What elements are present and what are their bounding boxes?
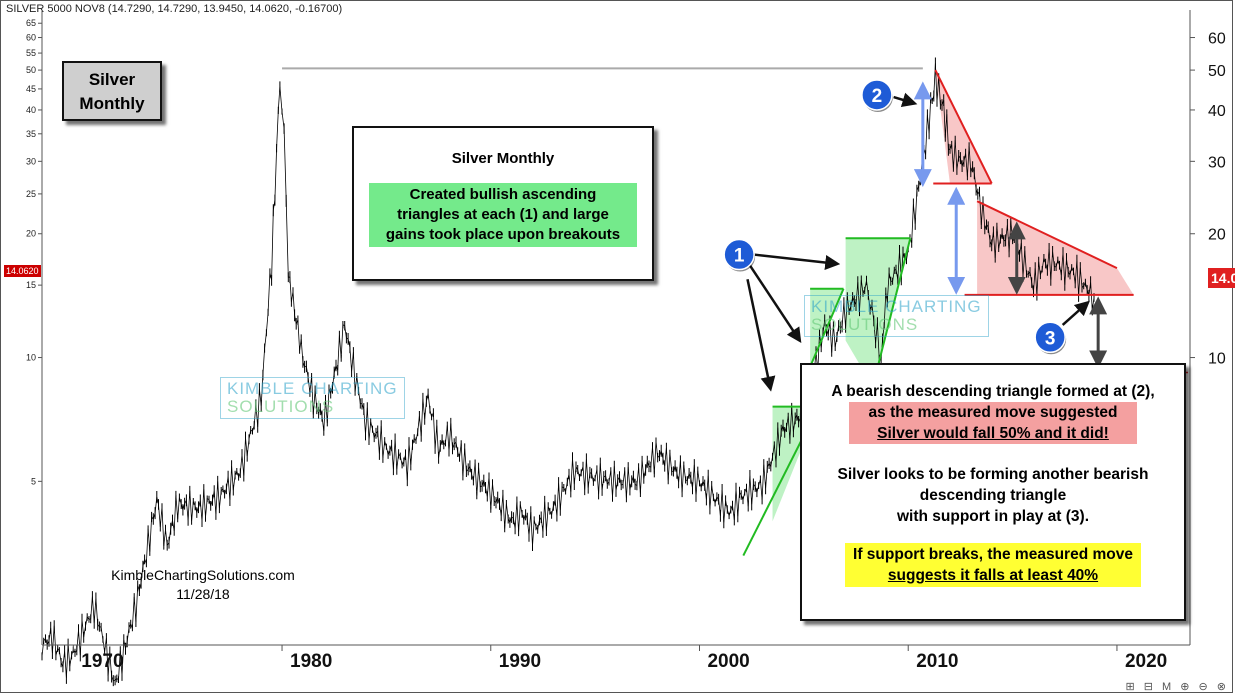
y-tick-label-right: 30 [1208, 154, 1226, 171]
y-tick-label-left: 50 [26, 65, 36, 75]
note-yellow-highlight: If support breaks, the measured move sug… [845, 543, 1141, 587]
marker-3: 3 [1034, 321, 1067, 355]
title-callout: Silver Monthly Created bullish ascending… [352, 126, 654, 281]
pointer-3 [1061, 300, 1090, 326]
analysis-note: A bearish descending triangle formed at … [800, 363, 1186, 621]
note-red-highlight: as the measured move suggested Silver wo… [848, 402, 1138, 444]
descending-resistance-2 [976, 200, 1118, 270]
label-line-2: Monthly [79, 94, 145, 113]
chart-toolbar-icons[interactable]: ⊞ ⊟ M ⊕ ⊖ ⊗ [1125, 681, 1229, 693]
note-line-3: Silver would fall 50% and it did! [877, 425, 1109, 442]
watermark-left: KIMBLE CHARTING SOLUTIONS [220, 377, 405, 419]
credit: KimbleChartingSolutions.com 11/28/18 [88, 566, 318, 604]
credit-site: KimbleChartingSolutions.com [111, 567, 295, 583]
credit-date: 11/28/18 [176, 586, 230, 602]
watermark-line-1: KIMBLE CHARTING [811, 297, 982, 316]
ascending-triangle-fill-1 [772, 406, 819, 522]
label-line-1: Silver [88, 70, 136, 89]
y-tick-label-right: 20 [1208, 227, 1226, 244]
note-line-7: If support breaks, the measured move [853, 546, 1133, 563]
marker-1: 1 [723, 238, 756, 272]
callout-line-2: triangles at each (1) and large [397, 206, 609, 223]
x-tick-label: 2010 [916, 651, 958, 672]
y-tick-label-left: 10 [26, 353, 36, 363]
callout-title: Silver Monthly [451, 150, 555, 167]
marker-2-circle [861, 79, 893, 111]
callout-highlight: Created bullish ascending triangles at e… [369, 183, 637, 247]
last-price-left-tag: 14.0620 [4, 265, 41, 277]
y-tick-label-left: 40 [26, 105, 36, 115]
watermark-line-2: SOLUTIONS [227, 397, 335, 416]
y-tick-label-left: 60 [26, 33, 36, 43]
y-tick-label-right: 50 [1208, 63, 1226, 80]
note-line-2: as the measured move suggested [868, 404, 1118, 421]
y-tick-label-right: 60 [1208, 31, 1226, 48]
y-tick-label-left: 15 [26, 280, 36, 290]
x-tick-label: 2000 [707, 651, 749, 672]
y-tick-label-right: 40 [1208, 103, 1226, 120]
note-line-6: with support in play at (3). [896, 508, 1090, 525]
note-line-8: suggests it falls at least 40% [887, 567, 1099, 584]
ascending-triangle-fill-3 [845, 238, 911, 387]
last-price-right-tag: 14.06 [1208, 268, 1235, 288]
pointer-1c [753, 253, 841, 270]
y-tick-label-left: 30 [26, 156, 36, 166]
watermark-line-2: SOLUTIONS [811, 315, 919, 334]
y-tick-label-left: 20 [26, 229, 36, 239]
y-tick-label-left: 65 [26, 18, 36, 28]
note-line-5: descending triangle [919, 487, 1067, 504]
x-tick-label: 1970 [81, 651, 123, 672]
x-tick-label: 1980 [290, 651, 332, 672]
x-tick-label: 2020 [1125, 651, 1167, 672]
descending-resistance-1 [934, 69, 993, 184]
watermark-right: KIMBLE CHARTING SOLUTIONS [804, 295, 989, 337]
silver-monthly-label: Silver Monthly [62, 61, 162, 121]
y-tick-label-right: 10 [1208, 351, 1226, 368]
y-tick-label-left: 5 [31, 476, 36, 486]
note-line-4: Silver looks to be forming another beari… [837, 466, 1149, 483]
y-tick-label-left: 55 [26, 48, 36, 58]
chart-header: SILVER 5000 NOV8 (14.7290, 14.7290, 13.9… [6, 3, 343, 15]
y-tick-label-left: 35 [26, 129, 36, 139]
pointer-2 [893, 92, 918, 108]
pointer-1a [746, 279, 776, 392]
marker-2-label: 2 [872, 86, 883, 107]
marker-1-circle [723, 238, 755, 271]
y-tick-label-left: 45 [26, 84, 36, 94]
marker-3-circle [1034, 321, 1066, 354]
callout-line-3: gains took place upon breakouts [385, 226, 621, 243]
marker-2: 2 [861, 79, 893, 112]
descending-triangle-fill-2 [977, 201, 1134, 295]
pointer-1b [748, 264, 802, 344]
x-tick-label: 1990 [499, 651, 541, 672]
note-line-1: A bearish descending triangle formed at … [831, 383, 1155, 400]
ascending-support-2 [809, 288, 845, 368]
marker-1-label: 1 [734, 246, 745, 267]
ascending-support-3 [871, 238, 912, 387]
callout-line-1: Created bullish ascending [409, 186, 597, 203]
watermark-line-1: KIMBLE CHARTING [227, 379, 398, 398]
y-tick-label-left: 25 [26, 189, 36, 199]
marker-3-label: 3 [1045, 328, 1056, 349]
